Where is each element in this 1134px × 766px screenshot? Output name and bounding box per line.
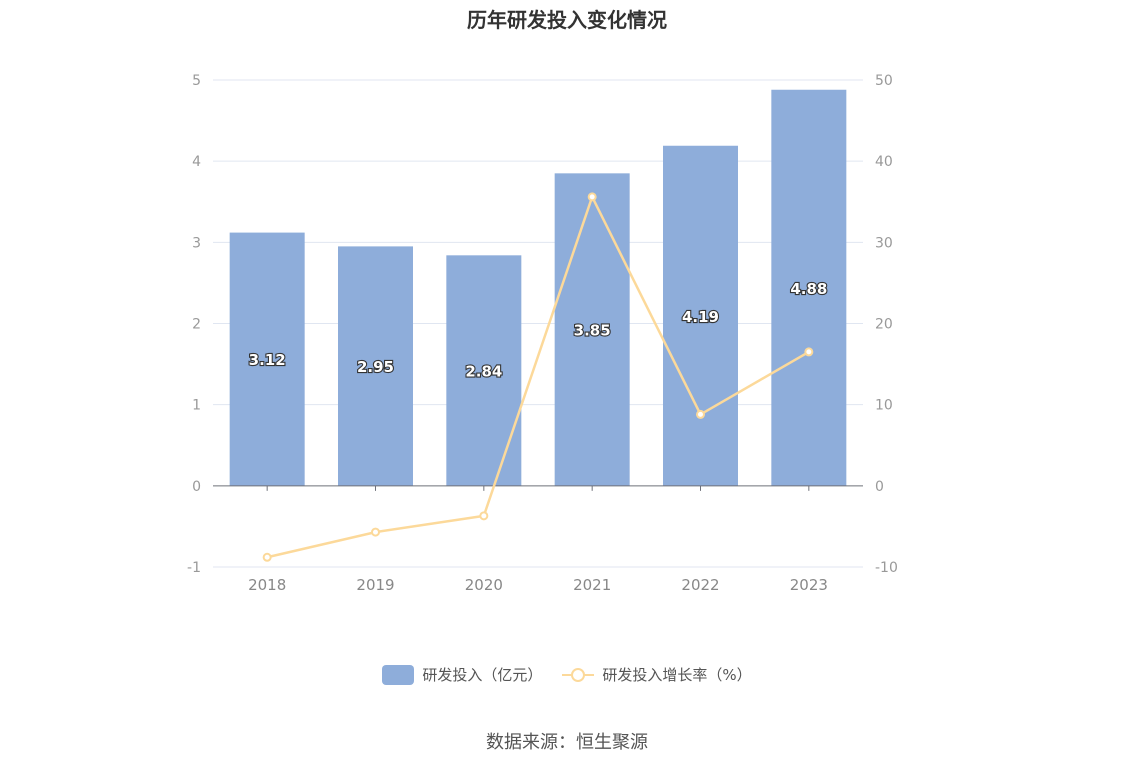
y-left-tick-label: 0 <box>192 479 201 495</box>
x-tick-label: 2020 <box>465 576 503 594</box>
gridlines <box>213 79 863 568</box>
legend: 研发投入（亿元） 研发投入增长率（%） <box>0 664 1134 685</box>
y-left-tick-label: 3 <box>192 235 201 251</box>
growth-rate-line <box>266 193 810 559</box>
y-left-tick-label: 4 <box>192 154 201 170</box>
legend-item-rd-investment[interactable]: 研发投入（亿元） <box>382 664 542 685</box>
growth-rate-point <box>696 409 705 419</box>
line-series <box>262 192 814 562</box>
legend-bar-swatch <box>382 664 415 685</box>
bar <box>446 255 522 486</box>
bar <box>771 89 847 486</box>
legend-label-rd-investment: 研发投入（亿元） <box>422 666 543 684</box>
x-tick-label: 2019 <box>356 576 394 594</box>
bar-data-label: 2.95 <box>357 358 394 376</box>
x-tick-label: 2022 <box>681 576 719 594</box>
chart-title: 历年研发投入变化情况 <box>467 8 667 32</box>
growth-rate-point <box>371 527 380 537</box>
y-left-tick-label: -1 <box>187 560 201 576</box>
y-right-tick-label: 40 <box>875 154 893 170</box>
bar <box>229 232 305 486</box>
growth-rate-point <box>262 552 272 562</box>
x-tick-label: 2018 <box>248 576 286 594</box>
y-left-tick-label: 5 <box>192 73 201 89</box>
growth-rate-point <box>587 192 597 202</box>
growth-rate-point <box>479 511 489 521</box>
bar-data-label: 2.84 <box>465 363 502 381</box>
y-right-tick-label: 0 <box>875 479 884 495</box>
y-left-tick-label: 2 <box>192 317 201 333</box>
x-tick-label: 2021 <box>573 576 611 594</box>
bar-series <box>229 89 847 486</box>
y-right-tick-label: 50 <box>875 73 893 89</box>
legend-item-growth-rate[interactable]: 研发投入增长率（%） <box>562 664 752 685</box>
y-right-tick-label: -10 <box>875 560 898 576</box>
y-left-tick-label: 1 <box>192 398 201 414</box>
bar-data-label: 4.19 <box>682 308 719 326</box>
growth-rate-point <box>804 347 814 357</box>
bar-data-labels: 3.12 2.95 2.84 3.85 4.19 4.88 <box>248 279 829 382</box>
bar-data-label: 3.85 <box>574 322 611 340</box>
x-tick-label: 2023 <box>790 576 828 594</box>
legend-label-growth-rate: 研发投入增长率（%） <box>602 666 752 684</box>
y-right-tick-label: 10 <box>875 398 893 414</box>
bar <box>554 173 630 486</box>
y-right-tick-label: 20 <box>875 317 893 333</box>
bar-data-label: 3.12 <box>249 351 286 369</box>
y-right-tick-label: 30 <box>875 235 893 251</box>
bar-data-label: 4.88 <box>790 280 827 298</box>
data-source: 数据来源：恒生聚源 <box>486 732 648 753</box>
bar <box>338 246 413 486</box>
legend-line-swatch <box>562 665 595 685</box>
bar <box>663 145 738 486</box>
